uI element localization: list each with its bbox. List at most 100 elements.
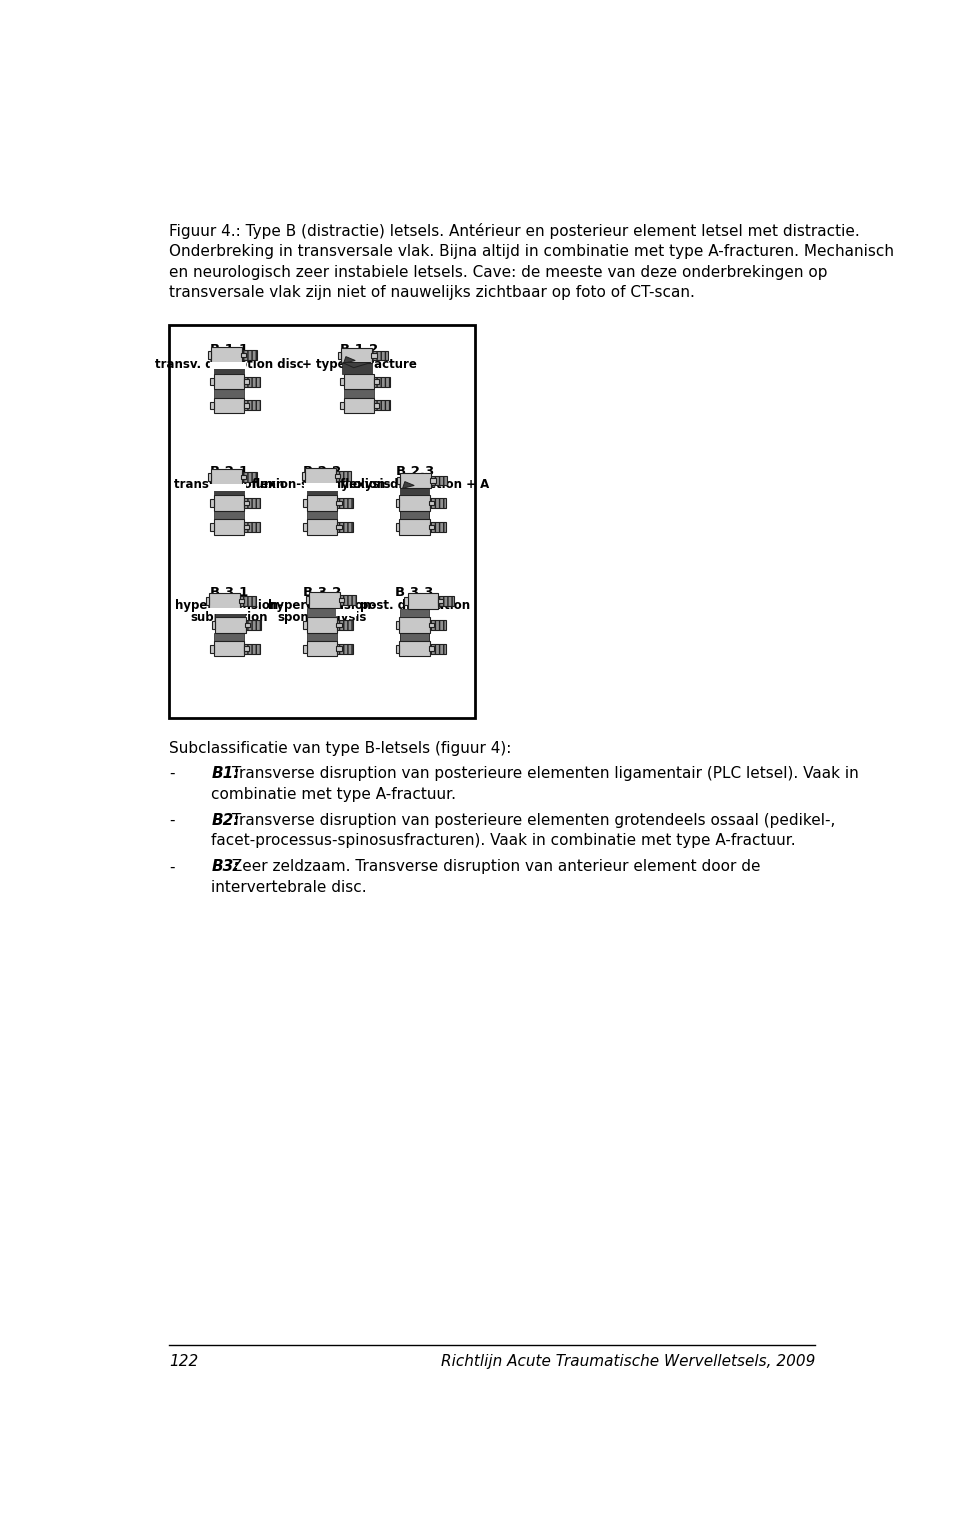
Text: B 2.2: B 2.2 xyxy=(302,464,341,478)
Bar xyxy=(400,633,429,641)
Bar xyxy=(336,501,342,506)
Bar xyxy=(339,598,345,603)
Bar xyxy=(210,361,246,369)
Bar xyxy=(207,350,211,358)
Bar xyxy=(400,633,429,641)
Bar xyxy=(303,646,306,653)
Bar xyxy=(306,641,337,656)
Text: transv. disruption disc: transv. disruption disc xyxy=(155,358,303,372)
Bar xyxy=(408,593,439,609)
Bar xyxy=(214,520,245,535)
Bar xyxy=(439,596,454,606)
Bar xyxy=(430,644,445,653)
Bar xyxy=(342,347,372,363)
Bar xyxy=(430,478,436,483)
Bar xyxy=(215,618,246,633)
Bar xyxy=(239,599,245,604)
Bar xyxy=(307,607,337,618)
Bar xyxy=(214,398,245,413)
Bar xyxy=(306,495,337,510)
Bar xyxy=(404,598,408,606)
Text: facet-processus-spinosusfracturen). Vaak in combinatie met type A-fractuur.: facet-processus-spinosusfracturen). Vaak… xyxy=(211,833,796,848)
Bar xyxy=(372,354,376,358)
Bar xyxy=(345,389,373,398)
Text: Zeer zeldzaam. Transverse disruption van anterieur element door de: Zeer zeldzaam. Transverse disruption van… xyxy=(228,859,760,875)
Text: transversale vlak zijn niet of nauwelijks zichtbaar op foto of CT-scan.: transversale vlak zijn niet of nauwelijk… xyxy=(169,286,695,300)
Text: flexion-spondylolysis: flexion-spondylolysis xyxy=(252,478,392,490)
Bar xyxy=(215,389,244,398)
Text: spondylolysis: spondylolysis xyxy=(277,612,367,624)
Bar xyxy=(301,472,305,480)
Bar xyxy=(214,373,245,389)
Text: Transverse disruption van posterieure elementen grotendeels ossaal (pedikel-,: Transverse disruption van posterieure el… xyxy=(228,813,835,827)
Bar xyxy=(337,523,353,532)
Bar xyxy=(396,523,399,530)
Bar xyxy=(211,621,215,629)
Bar xyxy=(340,595,355,606)
Bar xyxy=(429,647,435,652)
Bar xyxy=(399,520,430,535)
Bar xyxy=(400,473,431,489)
Bar xyxy=(337,619,353,630)
Bar xyxy=(244,524,249,529)
Bar xyxy=(241,475,246,480)
Bar xyxy=(244,501,249,506)
Polygon shape xyxy=(344,357,355,363)
Bar xyxy=(399,618,430,633)
Bar xyxy=(373,380,379,384)
Bar xyxy=(396,500,399,507)
Text: B3:: B3: xyxy=(211,859,240,875)
Bar xyxy=(400,489,429,495)
Bar xyxy=(373,403,379,407)
Bar xyxy=(309,592,340,607)
Text: Onderbreking in transversale vlak. Bijna altijd in combinatie met type A-fractur: Onderbreking in transversale vlak. Bijna… xyxy=(169,244,894,258)
Text: Transverse disruption van posterieure elementen ligamentair (PLC letsel). Vaak i: Transverse disruption van posterieure el… xyxy=(228,765,859,781)
Bar xyxy=(210,484,246,492)
Text: B 2.1: B 2.1 xyxy=(210,464,249,478)
Text: + type A fracture: + type A fracture xyxy=(301,358,417,372)
Bar xyxy=(374,401,390,410)
Text: -: - xyxy=(169,813,175,827)
Bar xyxy=(215,633,244,641)
Bar xyxy=(245,523,260,532)
Bar xyxy=(240,596,255,606)
Bar xyxy=(335,473,340,478)
Bar xyxy=(241,352,246,357)
Bar xyxy=(169,326,475,718)
Bar xyxy=(372,350,388,361)
Bar xyxy=(244,647,249,652)
Bar xyxy=(400,510,429,520)
Text: transv. bicolumn: transv. bicolumn xyxy=(174,478,284,490)
Polygon shape xyxy=(402,481,414,489)
Bar xyxy=(399,641,430,656)
Bar xyxy=(245,622,250,627)
Bar xyxy=(303,621,306,629)
Bar xyxy=(242,472,257,483)
Bar xyxy=(430,619,445,630)
Bar xyxy=(336,470,351,481)
Bar xyxy=(307,489,337,495)
Bar xyxy=(245,377,260,386)
Bar xyxy=(245,644,260,653)
Polygon shape xyxy=(343,363,371,367)
Bar xyxy=(209,593,240,609)
Bar xyxy=(307,510,337,520)
Bar xyxy=(214,367,244,373)
Bar xyxy=(340,401,344,409)
Bar xyxy=(438,599,443,604)
Bar xyxy=(305,469,336,484)
Bar xyxy=(336,647,342,652)
Bar xyxy=(429,622,435,627)
Text: B 2.3: B 2.3 xyxy=(396,464,434,478)
Bar xyxy=(215,510,244,520)
Bar xyxy=(214,633,244,641)
Text: B 3.1: B 3.1 xyxy=(210,587,249,599)
Bar xyxy=(336,622,342,627)
Bar xyxy=(307,633,337,641)
Bar xyxy=(337,498,353,509)
Bar xyxy=(374,377,390,386)
Bar xyxy=(338,352,342,360)
Bar xyxy=(211,469,242,486)
Bar xyxy=(344,373,374,389)
Text: B 1.1: B 1.1 xyxy=(210,343,249,357)
